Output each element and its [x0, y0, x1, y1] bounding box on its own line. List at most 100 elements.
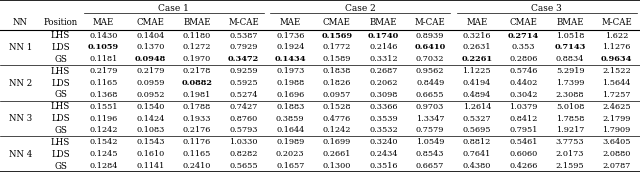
Text: NN: NN [13, 18, 28, 28]
Text: 0.1528: 0.1528 [323, 103, 351, 111]
Text: Case 2: Case 2 [345, 4, 376, 13]
Text: 0.1551: 0.1551 [90, 103, 118, 111]
Text: 0.1788: 0.1788 [183, 103, 211, 111]
Text: 0.2806: 0.2806 [509, 55, 538, 63]
Text: 0.5746: 0.5746 [509, 67, 538, 75]
Text: 0.1826: 0.1826 [323, 79, 351, 87]
Text: 0.5274: 0.5274 [229, 91, 258, 99]
Text: 0.1141: 0.1141 [136, 162, 164, 170]
Text: 0.1540: 0.1540 [136, 103, 164, 111]
Text: 0.9259: 0.9259 [229, 67, 258, 75]
Text: 0.1542: 0.1542 [90, 138, 118, 146]
Text: 2.0787: 2.0787 [602, 162, 631, 170]
Text: 0.1196: 0.1196 [90, 115, 118, 123]
Text: GS: GS [54, 162, 67, 171]
Text: 0.8412: 0.8412 [509, 115, 538, 123]
Text: 0.1300: 0.1300 [323, 162, 351, 170]
Text: 0.3532: 0.3532 [369, 126, 398, 135]
Text: 0.4380: 0.4380 [463, 162, 491, 170]
Text: 0.3539: 0.3539 [369, 115, 398, 123]
Text: Position: Position [44, 18, 77, 28]
Text: M-CAE: M-CAE [602, 18, 632, 28]
Text: 2.1799: 2.1799 [602, 115, 631, 123]
Text: 0.1543: 0.1543 [136, 138, 164, 146]
Text: 0.1589: 0.1589 [323, 55, 351, 63]
Text: 0.3859: 0.3859 [276, 115, 305, 123]
Text: 0.1176: 0.1176 [183, 138, 211, 146]
Text: 0.1242: 0.1242 [90, 126, 118, 135]
Text: LDS: LDS [51, 114, 70, 123]
Text: 0.1933: 0.1933 [182, 115, 211, 123]
Text: 1.7257: 1.7257 [602, 91, 631, 99]
Text: 0.2661: 0.2661 [323, 150, 351, 158]
Text: 0.5925: 0.5925 [229, 79, 258, 87]
Text: 0.5327: 0.5327 [463, 115, 491, 123]
Text: 1.7858: 1.7858 [556, 115, 584, 123]
Text: 0.0959: 0.0959 [136, 79, 164, 87]
Text: 0.4266: 0.4266 [509, 162, 538, 170]
Text: BMAE: BMAE [183, 18, 211, 28]
Text: 0.7032: 0.7032 [416, 55, 444, 63]
Text: 0.6655: 0.6655 [416, 91, 444, 99]
Text: 0.7579: 0.7579 [416, 126, 444, 135]
Text: 0.8449: 0.8449 [416, 79, 444, 87]
Text: LHS: LHS [51, 138, 70, 147]
Text: 0.1284: 0.1284 [90, 162, 118, 170]
Text: 0.1404: 0.1404 [136, 32, 164, 40]
Text: 2.1522: 2.1522 [602, 67, 631, 75]
Text: 0.9562: 0.9562 [416, 67, 444, 75]
Text: 0.8812: 0.8812 [463, 138, 491, 146]
Text: 0.8760: 0.8760 [230, 115, 258, 123]
Text: LDS: LDS [51, 150, 70, 159]
Text: 0.1736: 0.1736 [276, 32, 305, 40]
Text: 0.1989: 0.1989 [276, 138, 305, 146]
Text: 0.1180: 0.1180 [183, 32, 211, 40]
Text: M-CAE: M-CAE [228, 18, 259, 28]
Text: 0.3312: 0.3312 [369, 55, 398, 63]
Text: 1.0518: 1.0518 [556, 32, 584, 40]
Text: 0.1696: 0.1696 [276, 91, 305, 99]
Text: 0.1083: 0.1083 [136, 126, 164, 135]
Text: 0.2062: 0.2062 [369, 79, 397, 87]
Text: 0.1644: 0.1644 [276, 126, 305, 135]
Text: 0.1838: 0.1838 [323, 67, 351, 75]
Text: 0.2631: 0.2631 [463, 44, 491, 51]
Text: 0.2179: 0.2179 [90, 67, 118, 75]
Text: 0.0952: 0.0952 [136, 91, 164, 99]
Text: 0.1272: 0.1272 [182, 44, 211, 51]
Text: 0.5461: 0.5461 [509, 138, 538, 146]
Text: 0.1988: 0.1988 [276, 79, 305, 87]
Text: MAE: MAE [280, 18, 301, 28]
Text: 0.1368: 0.1368 [90, 91, 118, 99]
Text: 5.2919: 5.2919 [556, 67, 584, 75]
Text: 0.8282: 0.8282 [229, 150, 258, 158]
Text: 0.1973: 0.1973 [276, 67, 305, 75]
Text: 0.2146: 0.2146 [369, 44, 397, 51]
Text: 0.0957: 0.0957 [323, 91, 351, 99]
Text: 0.5695: 0.5695 [463, 126, 491, 135]
Text: LDS: LDS [51, 43, 70, 52]
Text: 1.7909: 1.7909 [602, 126, 631, 135]
Text: 0.8543: 0.8543 [416, 150, 444, 158]
Text: M-CAE: M-CAE [415, 18, 445, 28]
Text: 0.1424: 0.1424 [136, 115, 164, 123]
Text: 0.2410: 0.2410 [183, 162, 211, 170]
Text: 1.1276: 1.1276 [602, 44, 631, 51]
Text: 0.1883: 0.1883 [276, 103, 305, 111]
Text: MAE: MAE [466, 18, 488, 28]
Text: NN 3: NN 3 [9, 114, 32, 123]
Text: 1.0549: 1.0549 [416, 138, 444, 146]
Text: 0.4402: 0.4402 [509, 79, 538, 87]
Text: 0.3240: 0.3240 [369, 138, 397, 146]
Text: 5.0108: 5.0108 [556, 103, 584, 111]
Text: 0.0882: 0.0882 [181, 79, 212, 87]
Text: 1.7399: 1.7399 [556, 79, 584, 87]
Text: 0.1434: 0.1434 [275, 55, 306, 63]
Text: 1.0379: 1.0379 [509, 103, 538, 111]
Text: 0.7641: 0.7641 [463, 150, 491, 158]
Text: CMAE: CMAE [323, 18, 351, 28]
Text: 1.5644: 1.5644 [602, 79, 631, 87]
Text: BMAE: BMAE [370, 18, 397, 28]
Text: 0.3042: 0.3042 [509, 91, 538, 99]
Text: Case 1: Case 1 [158, 4, 189, 13]
